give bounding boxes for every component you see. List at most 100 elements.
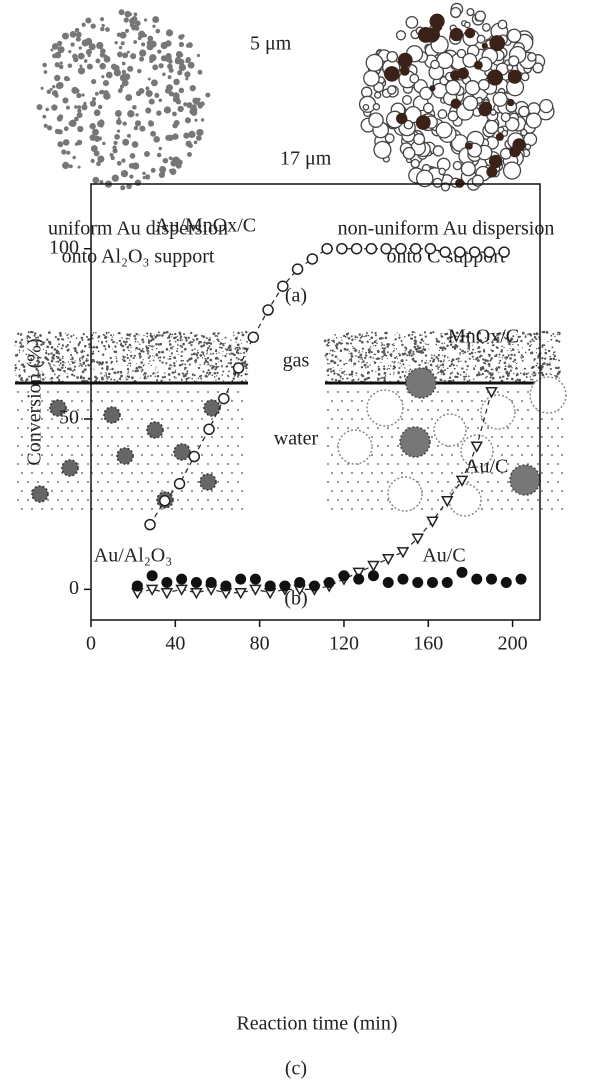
water-dot xyxy=(547,481,549,483)
gas-dot xyxy=(188,358,191,361)
gas-dot xyxy=(169,364,171,366)
gas-dot xyxy=(337,348,338,349)
au-particle xyxy=(509,146,520,157)
gas-dot xyxy=(68,333,69,334)
gas-dot xyxy=(163,356,165,358)
gas-dot xyxy=(528,349,530,351)
gas-dot xyxy=(367,366,369,368)
gas-dot xyxy=(553,358,556,361)
gas-dot xyxy=(162,376,164,378)
particle xyxy=(91,159,95,163)
gas-dot xyxy=(548,350,550,352)
water-dot xyxy=(497,445,499,447)
water-dot xyxy=(161,472,163,474)
gas-dot xyxy=(492,350,494,352)
water-dot xyxy=(181,400,183,402)
au-sphere xyxy=(200,474,216,490)
water-dot xyxy=(101,418,103,420)
particle xyxy=(132,105,137,110)
particle xyxy=(50,88,53,91)
water-dot xyxy=(327,409,329,411)
gas-dot xyxy=(135,370,138,373)
water-dot xyxy=(431,490,433,492)
gas-dot xyxy=(489,380,491,382)
gas-dot xyxy=(383,338,384,339)
gas-dot xyxy=(159,360,161,362)
gas-dot xyxy=(174,376,176,378)
water-dot xyxy=(351,400,353,402)
gas-dot xyxy=(229,344,232,347)
water-dot xyxy=(241,418,243,420)
gas-dot xyxy=(351,371,354,374)
gas-dot xyxy=(208,338,211,341)
water-dot xyxy=(27,427,29,429)
point xyxy=(250,574,261,585)
gas-dot xyxy=(42,341,45,344)
gas-dot xyxy=(441,363,444,366)
gas-dot xyxy=(155,367,156,368)
gas-dot xyxy=(394,348,395,349)
gas-dot xyxy=(74,369,76,371)
gas-dot xyxy=(436,344,438,346)
gas-dot xyxy=(150,333,152,335)
gas-dot xyxy=(193,352,196,355)
gas-dot xyxy=(153,346,154,347)
au-particle xyxy=(474,61,483,70)
gas-dot xyxy=(108,344,110,346)
water-dot xyxy=(431,454,433,456)
water-dot xyxy=(161,400,163,402)
particle xyxy=(159,98,163,102)
particle xyxy=(152,25,155,28)
gas-dot xyxy=(329,353,330,354)
water-dot xyxy=(201,472,203,474)
gas-dot xyxy=(476,357,478,359)
water-dot xyxy=(401,454,403,456)
gas-dot xyxy=(558,360,560,362)
water-dot xyxy=(157,445,159,447)
gas-dot xyxy=(414,343,416,345)
gas-dot xyxy=(230,359,232,361)
gas-dot xyxy=(346,342,348,344)
water-dot xyxy=(27,445,29,447)
gas-dot xyxy=(396,348,397,349)
water-dot xyxy=(141,472,143,474)
water-dot xyxy=(221,490,223,492)
water-dot xyxy=(211,418,213,420)
au-sphere xyxy=(32,486,48,502)
support-particle xyxy=(373,104,379,110)
gas-dot xyxy=(245,367,247,369)
gas-dot xyxy=(463,378,465,380)
gas-dot xyxy=(194,360,196,362)
gas-dot xyxy=(337,373,339,375)
particle xyxy=(139,57,144,62)
gas-dot xyxy=(207,357,209,359)
support-particle xyxy=(465,22,470,27)
particle xyxy=(97,156,104,163)
gas-dot xyxy=(434,355,436,357)
gas-dot xyxy=(82,377,85,380)
water-dot xyxy=(537,445,539,447)
water-dot xyxy=(231,418,233,420)
particle xyxy=(77,105,81,109)
gas-dot xyxy=(327,342,329,344)
gas-dot xyxy=(222,370,224,372)
gas-dot xyxy=(15,364,17,366)
water-dot xyxy=(231,400,233,402)
water-dot xyxy=(381,490,383,492)
water-dot xyxy=(51,472,53,474)
support-particle xyxy=(528,53,536,61)
water-dot xyxy=(61,436,63,438)
gas-dot xyxy=(530,335,532,337)
point xyxy=(263,305,273,315)
gas-dot xyxy=(397,358,398,359)
gas-dot xyxy=(168,337,170,339)
gas-dot xyxy=(40,378,41,379)
water-dot xyxy=(67,391,69,393)
water-dot xyxy=(171,472,173,474)
point xyxy=(162,589,172,598)
point xyxy=(324,577,335,588)
particle xyxy=(142,172,145,175)
particle xyxy=(122,79,129,86)
water-dot xyxy=(381,454,383,456)
gas-dot xyxy=(355,372,357,374)
